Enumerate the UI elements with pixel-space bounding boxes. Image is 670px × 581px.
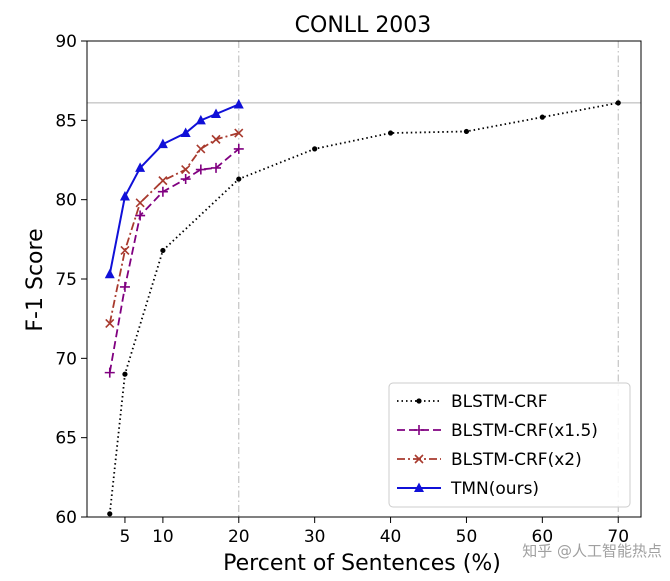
legend: BLSTM-CRF BLSTM-CRF(x1.5) BLSTM-CRF(x2) TMN… [388, 382, 631, 508]
data-point [539, 114, 545, 120]
legend-marker [416, 398, 422, 404]
data-point [463, 128, 470, 135]
legend-frame [388, 382, 631, 508]
x-tick-label: 10 [152, 527, 174, 547]
y-tick-label: 65 [55, 429, 77, 449]
legend-marker [414, 454, 424, 464]
x-tick-label: 50 [456, 527, 478, 547]
data-point [180, 127, 191, 138]
data-point [387, 130, 394, 136]
y-tick-label: 85 [55, 111, 77, 131]
x-axis-title: Percent of Sentences (%) [223, 551, 501, 576]
legend-label: BLSTM-CRF [451, 392, 548, 412]
chart-title: CONLL 2003 [295, 13, 432, 38]
y-tick-label: 70 [55, 349, 77, 369]
series-line [108, 148, 240, 373]
y-axis-title: F-1 Score [23, 228, 48, 331]
legend-marker [414, 425, 424, 435]
series-line [108, 103, 240, 275]
data-point [181, 164, 191, 175]
y-tick-label: 80 [55, 191, 77, 211]
x-tick-label: 5 [120, 527, 131, 547]
data-point [107, 511, 113, 517]
legend-label: TMN(ours) [450, 479, 539, 499]
data-point [122, 371, 128, 377]
data-point [211, 162, 222, 173]
data-point [119, 190, 130, 201]
data-point [196, 144, 206, 154]
data-point [135, 210, 146, 221]
data-point [119, 281, 130, 292]
data-point [615, 100, 621, 106]
data-point [233, 98, 244, 109]
data-point [104, 367, 115, 378]
x-tick-label: 30 [304, 527, 326, 547]
data-point [135, 198, 145, 208]
data-point [158, 176, 168, 186]
legend-label: BLSTM-CRF(x1.5) [451, 421, 598, 441]
series-layer [104, 98, 621, 517]
series-3 [104, 98, 244, 279]
data-point [195, 114, 206, 125]
data-point [211, 134, 221, 144]
data-point [157, 138, 168, 149]
x-tick-label: 20 [228, 527, 250, 547]
data-point [236, 176, 242, 182]
legend-marker [414, 482, 424, 492]
data-point [180, 174, 191, 185]
series-2 [105, 128, 244, 328]
data-point [160, 247, 166, 254]
data-point [195, 164, 206, 175]
data-point [234, 128, 244, 138]
data-point [104, 268, 115, 279]
data-point [233, 143, 244, 154]
x-tick-label: 70 [607, 527, 629, 547]
data-point [157, 186, 168, 197]
x-tick-label: 60 [532, 527, 554, 547]
legend-label: BLSTM-CRF(x2) [451, 450, 582, 470]
y-tick-label: 60 [55, 508, 77, 528]
y-tick-label: 90 [55, 32, 77, 52]
y-tick-label: 75 [55, 270, 77, 290]
series-1 [104, 143, 244, 378]
x-axis: 5 10 20 30 40 50 60 70 [120, 517, 629, 547]
series-line [108, 132, 240, 324]
x-tick-label: 40 [380, 527, 402, 547]
data-point [312, 146, 318, 152]
series-0 [107, 100, 621, 517]
data-point [105, 318, 115, 328]
watermark: 知乎 @人工智能热点 [522, 542, 662, 560]
y-axis: 60 65 70 75 80 85 90 [55, 32, 87, 528]
data-point [120, 245, 130, 256]
data-point [211, 108, 222, 118]
data-point [135, 162, 146, 172]
